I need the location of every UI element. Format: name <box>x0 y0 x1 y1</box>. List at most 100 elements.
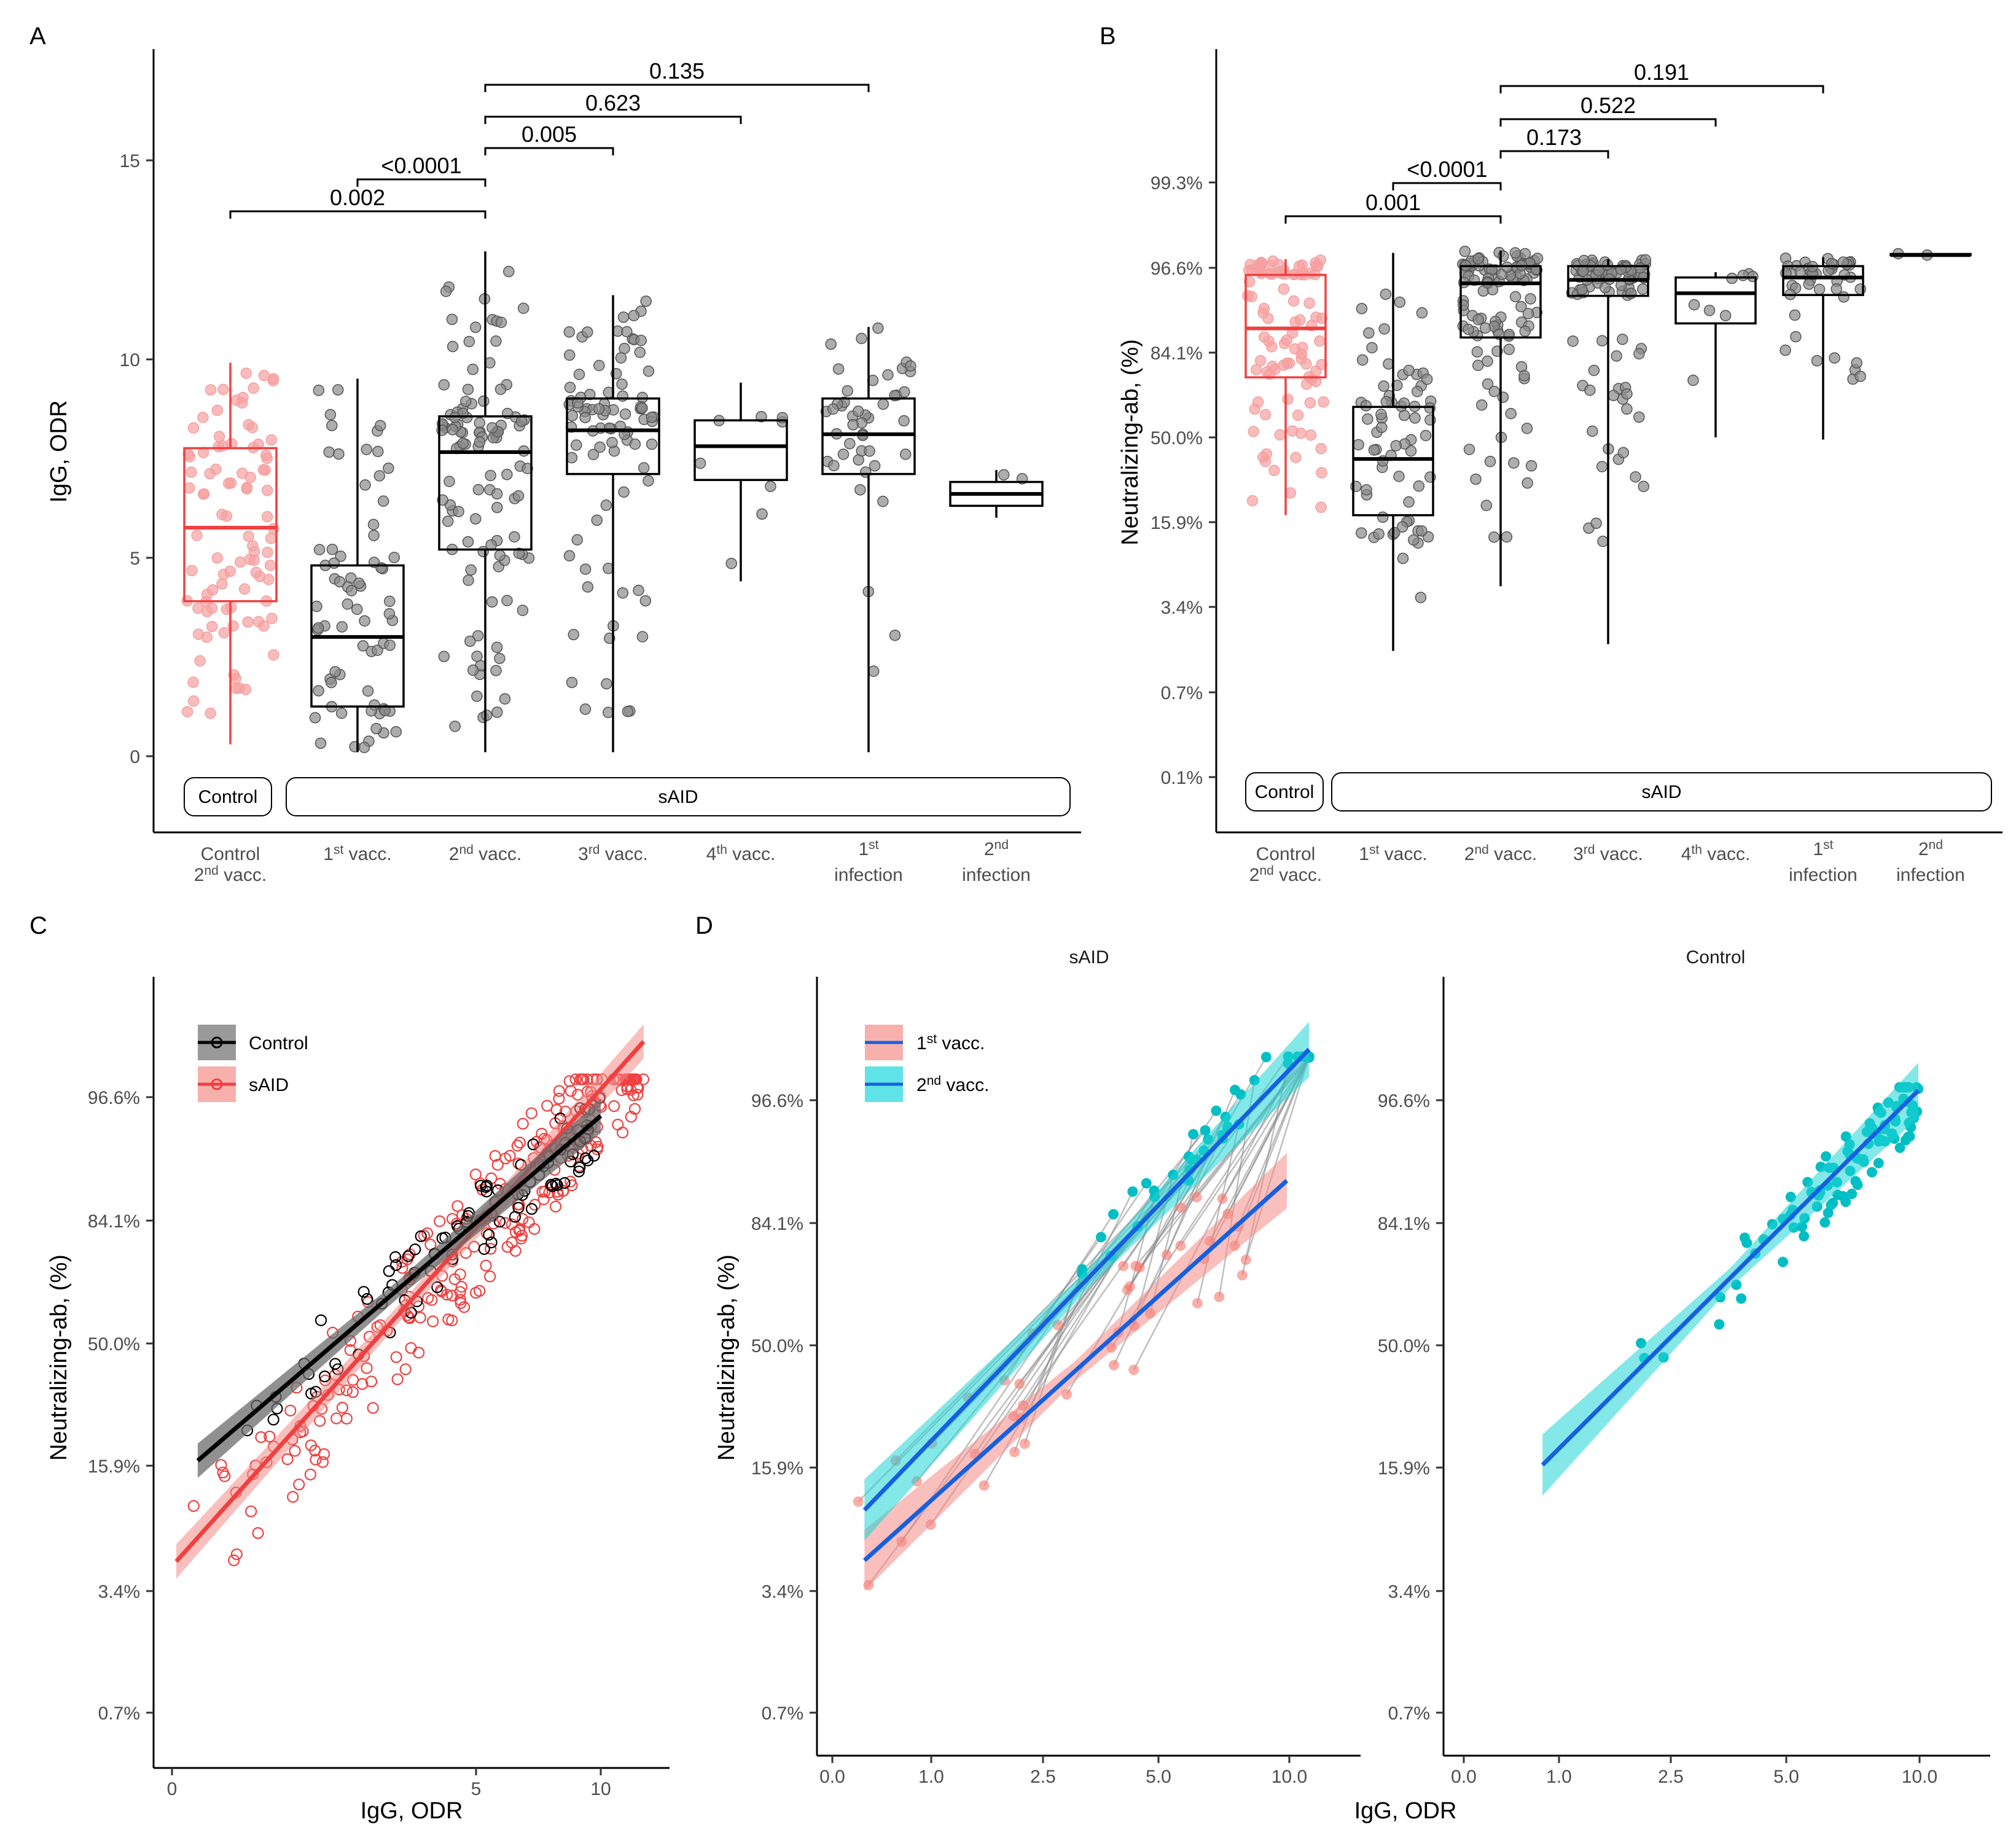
said-point <box>516 1229 528 1242</box>
data-point <box>1472 314 1484 326</box>
data-point <box>359 479 371 491</box>
said-point <box>217 1466 229 1479</box>
control-point <box>1741 1237 1752 1248</box>
said-point <box>448 1273 461 1285</box>
data-point <box>194 655 206 667</box>
data-point <box>191 530 203 541</box>
data-point <box>1625 287 1637 299</box>
data-point <box>309 712 321 724</box>
second-vacc-point <box>1229 1084 1240 1095</box>
data-point <box>467 364 479 375</box>
second-vacc-point <box>1108 1209 1119 1220</box>
data-point <box>329 666 341 678</box>
data-point <box>231 394 243 406</box>
data-point <box>449 721 461 732</box>
control-point <box>480 1181 492 1193</box>
data-point <box>474 436 486 448</box>
data-point <box>1294 314 1306 326</box>
said-point <box>365 1375 378 1388</box>
data-point <box>1597 536 1609 547</box>
data-point <box>467 664 479 676</box>
data-point <box>617 311 630 323</box>
data-point <box>1303 297 1315 309</box>
data-point <box>1246 291 1257 303</box>
data-point <box>571 439 582 451</box>
said-point <box>566 1179 578 1192</box>
svg-text:10.0: 10.0 <box>1902 1767 1937 1787</box>
svg-text:10.0: 10.0 <box>1272 1767 1307 1787</box>
data-point <box>522 463 533 474</box>
control-point <box>1840 1196 1851 1207</box>
data-point <box>877 398 889 410</box>
data-point <box>827 403 839 415</box>
data-point <box>197 412 209 423</box>
control-point <box>1850 1176 1861 1187</box>
control-point <box>545 1178 557 1191</box>
control-point <box>415 1230 427 1243</box>
data-point <box>462 383 474 396</box>
data-point <box>1596 335 1608 346</box>
data-point <box>474 417 485 429</box>
panel-b-group-said: sAID <box>1641 782 1681 802</box>
data-point <box>335 707 348 719</box>
data-point <box>181 706 193 718</box>
p-value-label: <0.0001 <box>381 153 461 178</box>
data-point <box>638 462 650 474</box>
data-point <box>222 477 235 490</box>
data-point <box>1403 496 1415 508</box>
data-point <box>1315 443 1327 455</box>
said-point <box>553 1092 565 1105</box>
said-point <box>245 1505 257 1517</box>
data-point <box>1416 525 1428 537</box>
data-point <box>1413 480 1425 492</box>
data-point <box>494 652 506 665</box>
data-point <box>471 690 483 702</box>
panel-a-y-ticks: 0 5 10 15 <box>120 151 154 767</box>
data-point <box>1509 291 1522 303</box>
panel-a-ytick-0: 0 <box>130 747 140 767</box>
panel-c-y-title: Neutralizing-ab, (%) <box>46 1254 72 1461</box>
svg-text:infection: infection <box>1896 865 1965 885</box>
first-vacc-point <box>1134 1262 1145 1273</box>
said-point <box>616 1127 629 1139</box>
data-point <box>1503 343 1515 356</box>
said-point <box>552 1189 565 1201</box>
data-point <box>233 682 245 694</box>
said-point <box>414 1312 426 1324</box>
data-point <box>375 562 387 574</box>
data-point <box>1482 378 1494 390</box>
first-vacc-point <box>1108 1359 1119 1371</box>
significance-bracket <box>1499 118 1717 127</box>
data-point <box>1295 348 1308 360</box>
data-point <box>844 437 856 450</box>
said-point <box>228 1554 240 1566</box>
data-point <box>502 265 515 278</box>
said-point <box>485 1243 497 1255</box>
p-value-label: 0.002 <box>330 185 385 210</box>
data-point <box>216 578 228 590</box>
data-point <box>323 446 335 458</box>
data-point <box>1578 254 1590 267</box>
data-point <box>1376 421 1388 433</box>
data-point <box>587 448 600 461</box>
data-point <box>1688 299 1700 311</box>
svg-text:infection: infection <box>1789 865 1858 885</box>
data-point <box>263 574 275 585</box>
svg-text:15.9%: 15.9% <box>751 1458 803 1479</box>
data-point <box>315 737 327 749</box>
data-point <box>1813 283 1826 295</box>
control-point <box>1846 1189 1858 1200</box>
said-point <box>284 1404 297 1417</box>
data-point <box>211 404 224 416</box>
said-point <box>569 1073 582 1085</box>
data-point <box>634 346 646 358</box>
data-point <box>259 464 271 476</box>
control-point <box>1819 1217 1830 1228</box>
panel-d-label: D <box>695 912 713 939</box>
data-point <box>621 326 633 338</box>
panel-c-y-ticks: 0.7% 3.4% 15.9% 50.0% 84.1% 96.6% <box>88 1088 154 1724</box>
said-point <box>390 1351 402 1363</box>
control-point <box>1904 1131 1915 1142</box>
significance-bracket <box>484 147 614 155</box>
data-point <box>313 685 324 697</box>
